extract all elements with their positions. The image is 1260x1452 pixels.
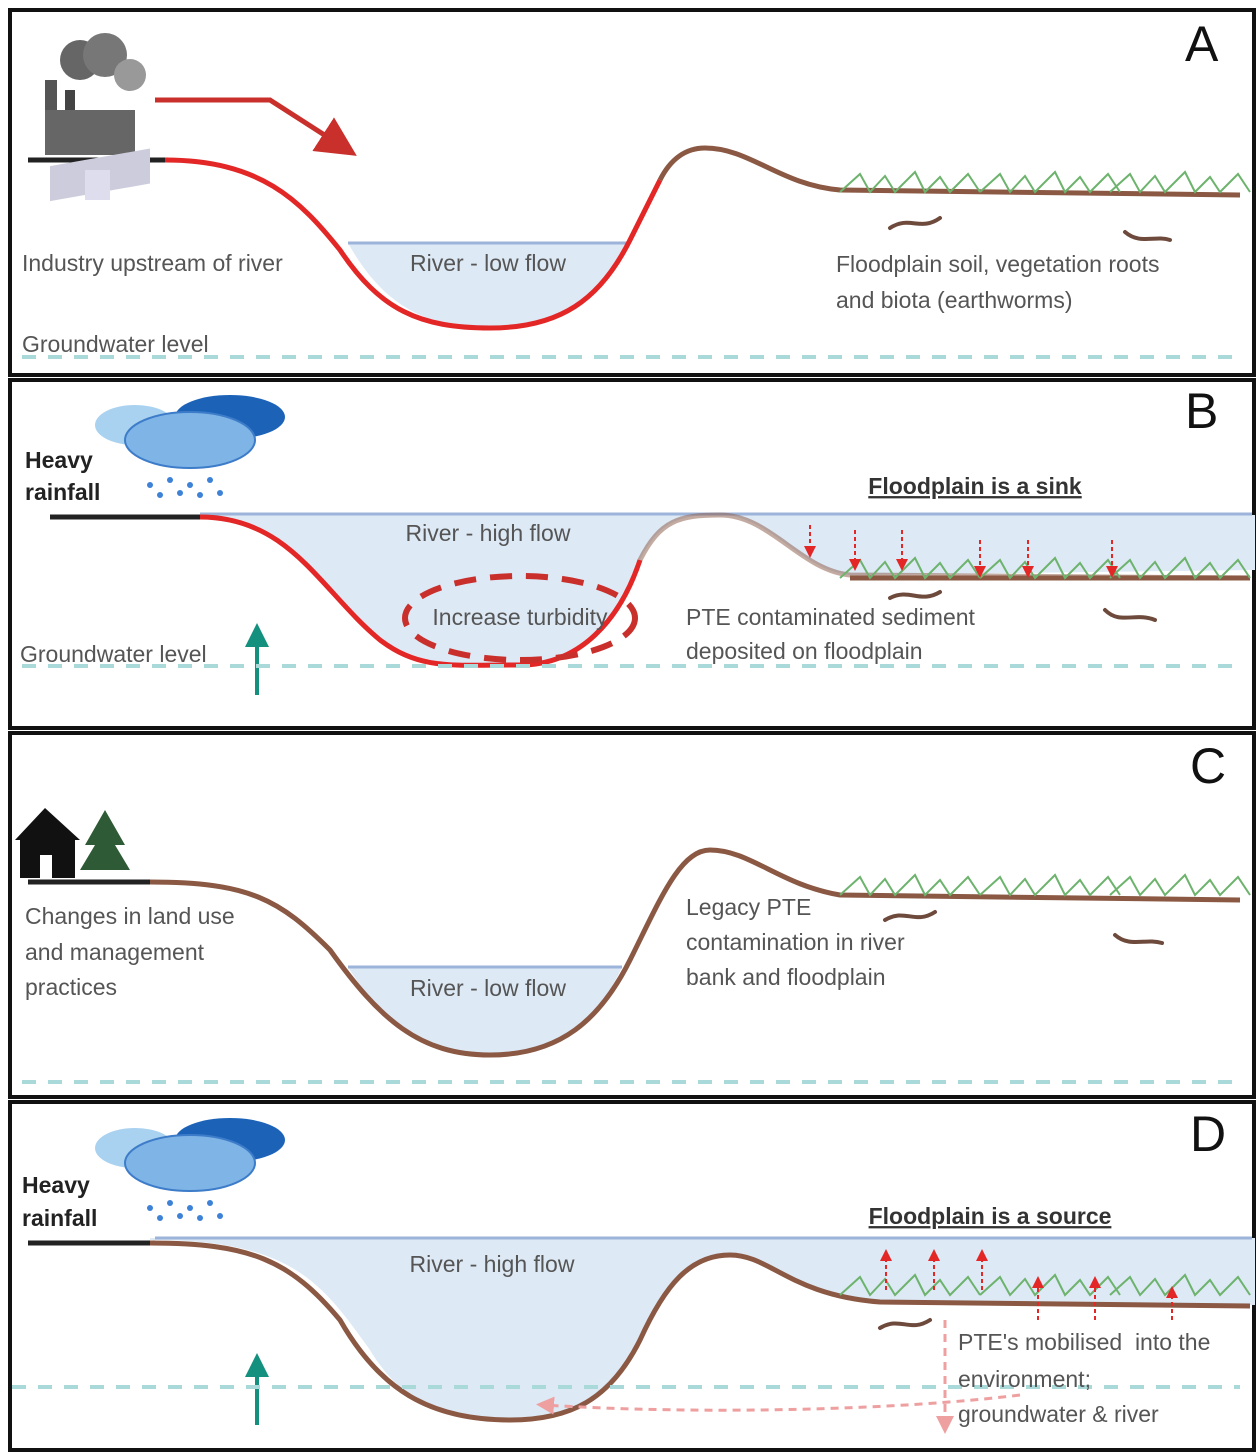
house-tree-icon xyxy=(15,808,130,878)
diagram: A Industry upstream of river River - low… xyxy=(0,0,1260,1452)
label: PTE's mobilised into the xyxy=(958,1329,1210,1355)
panel-d: D Heavy rainfall Floodplain is a source … xyxy=(10,1102,1255,1450)
factory-icon xyxy=(45,33,150,201)
earthworm xyxy=(880,1320,930,1328)
label: Increase turbidity xyxy=(432,604,608,630)
label: rainfall xyxy=(22,1205,97,1231)
label: environment; xyxy=(958,1366,1091,1392)
panel-c: C Changes in land use and management pra… xyxy=(10,733,1254,1097)
panel-label: B xyxy=(1185,383,1218,439)
label: Floodplain soil, vegetation roots xyxy=(836,251,1159,277)
label: Changes in land use xyxy=(25,903,235,929)
earthworm xyxy=(1125,232,1170,240)
label: and management xyxy=(25,939,205,965)
panel-a: A Industry upstream of river River - low… xyxy=(10,10,1254,375)
flow-arrow xyxy=(155,100,340,145)
label: practices xyxy=(25,974,117,1000)
earthworm xyxy=(885,912,935,920)
label: Industry upstream of river xyxy=(22,250,283,276)
label: deposited on floodplain xyxy=(686,638,923,664)
bank xyxy=(660,148,1240,195)
label: Legacy PTE xyxy=(686,894,811,920)
panel-label: D xyxy=(1190,1106,1226,1162)
label: Heavy xyxy=(25,447,93,473)
earthworm xyxy=(890,218,940,228)
panel-label: C xyxy=(1190,738,1226,794)
label: rainfall xyxy=(25,479,100,505)
label: River - low flow xyxy=(410,250,566,276)
label: River - high flow xyxy=(406,520,571,546)
label: River - low flow xyxy=(410,975,566,1001)
label: Groundwater level xyxy=(22,331,209,357)
label: Groundwater level xyxy=(20,641,207,667)
label: bank and floodplain xyxy=(686,964,886,990)
panel-label: A xyxy=(1185,16,1219,72)
label: Heavy xyxy=(22,1172,90,1198)
label: PTE contaminated sediment xyxy=(686,604,976,630)
label: contamination in river xyxy=(686,929,905,955)
label: groundwater & river xyxy=(958,1401,1159,1427)
label: River - high flow xyxy=(410,1251,575,1277)
return-arrow xyxy=(545,1395,1020,1410)
heading: Floodplain is a source xyxy=(869,1203,1112,1229)
label: and biota (earthworms) xyxy=(836,287,1073,313)
panel-b: B Heavy rainfall Floodplain is a sink Ri… xyxy=(10,380,1255,728)
heading: Floodplain is a sink xyxy=(868,473,1082,499)
earthworm xyxy=(890,592,940,598)
earthworm xyxy=(1115,935,1162,943)
earthworm xyxy=(1105,610,1155,620)
